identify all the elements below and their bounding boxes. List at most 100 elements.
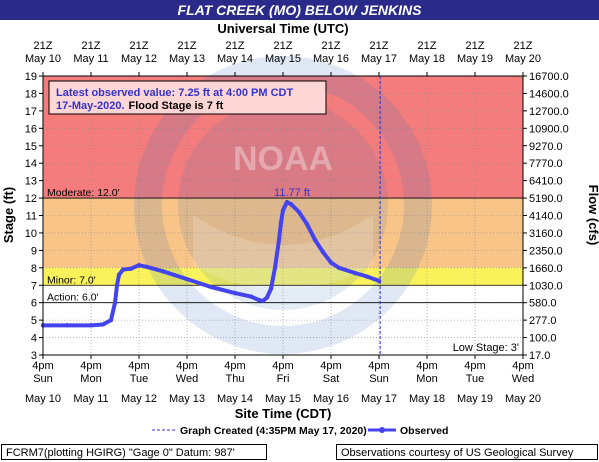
bottom-tick-time: 4pm <box>416 360 437 372</box>
right-tick-label: 277.0 <box>529 315 557 327</box>
left-tick-label: 9 <box>31 245 37 257</box>
noaa-watermark: NOAA <box>134 56 432 354</box>
observed-point <box>248 294 254 299</box>
bottom-tick-dow: Tue <box>466 373 485 385</box>
top-tick-day: May 12 <box>121 53 157 65</box>
observed-point <box>260 298 266 304</box>
bottom-tick-date: May 12 <box>121 393 157 405</box>
left-tick-label: 11 <box>26 211 37 223</box>
bottom-tick-dow: Tue <box>130 373 149 385</box>
bottom-tick-date: May 16 <box>313 393 349 405</box>
bottom-tick-date: May 14 <box>217 393 253 405</box>
right-tick-label: 1030.0 <box>529 280 563 292</box>
bottom-tick-date: May 13 <box>169 393 205 405</box>
right-tick-label: 10900.0 <box>529 123 569 135</box>
left-tick-label: 6 <box>31 298 37 310</box>
top-tick-hour: 21Z <box>514 40 533 52</box>
observed-point <box>114 283 120 288</box>
left-tick-label: 3 <box>31 350 37 362</box>
axes <box>39 72 527 359</box>
left-axis-title: Stage (ft) <box>1 187 16 243</box>
observed-point <box>112 300 118 305</box>
info-flood-stage: Flood Stage is 7 ft <box>129 100 224 112</box>
right-tick-label: 14600.0 <box>529 88 569 100</box>
top-tick-day: May 13 <box>169 53 205 65</box>
observed-series <box>40 76 382 355</box>
bottom-tick-dow: Wed <box>176 373 198 385</box>
bottom-axis-title: Site Time (CDT) <box>235 406 332 421</box>
observed-point <box>100 322 106 327</box>
annotations: Latest observed value: 7.25 ft at 4:00 P… <box>48 80 519 437</box>
top-tick-day: May 20 <box>505 53 541 65</box>
bottom-tick-time: 4pm <box>32 360 53 372</box>
observed-point <box>264 295 270 300</box>
top-tick-day: May 17 <box>361 53 397 65</box>
stage-label-moderate: Moderate: 12.0' <box>47 187 120 199</box>
seal-disc <box>178 100 388 310</box>
observed-point <box>304 222 310 227</box>
left-tick-label: 10 <box>25 228 37 240</box>
info-line2: 17-May-2020. Flood Stage is 7 ft <box>56 100 224 112</box>
right-tick-label: 1660.0 <box>529 263 563 275</box>
seal-lettering: NOAA <box>233 140 333 178</box>
observed-point <box>272 265 278 271</box>
observed-point <box>160 269 166 274</box>
bottom-tick-time: 4pm <box>224 360 245 372</box>
top-tick-day: May 10 <box>25 53 61 65</box>
top-tick-hour: 21Z <box>130 40 149 52</box>
left-tick-label: 5 <box>31 315 37 327</box>
right-tick-label: 6410.0 <box>529 176 563 188</box>
observed-point <box>320 249 326 255</box>
right-tick-label: 5190.0 <box>529 193 563 205</box>
left-tick-label: 12 <box>25 193 37 205</box>
top-axis-title: Universal Time (UTC) <box>217 21 348 36</box>
left-tick-label: 17 <box>25 106 37 118</box>
bottom-tick-date: May 11 <box>73 393 108 405</box>
left-tick-label: 19 <box>25 71 37 83</box>
bottom-tick-time: 4pm <box>80 360 101 372</box>
bottom-tick-dow: Fri <box>277 373 290 385</box>
observed-point <box>184 276 190 282</box>
legend-created-label: Graph Created (4:35PM May 17, 2020) <box>180 425 367 437</box>
top-tick-hour: 21Z <box>34 40 53 52</box>
left-tick-label: 8 <box>31 263 37 275</box>
left-tick-label: 13 <box>25 176 37 188</box>
right-tick-label: 580.0 <box>529 298 557 310</box>
observed-point <box>296 209 302 215</box>
info-line1: Latest observed value: 7.25 ft at 4:00 P… <box>56 87 293 99</box>
top-tick-hour: 21Z <box>274 40 293 52</box>
observed-point <box>120 267 126 272</box>
observed-point <box>288 201 294 207</box>
right-tick-label: 17.0 <box>529 350 550 362</box>
observed-point <box>278 220 284 225</box>
legend-observed-label: Observed <box>400 425 448 437</box>
source-footer: Observations courtesy of US Geological S… <box>336 444 598 460</box>
observed-point <box>328 260 334 265</box>
top-tick-day: May 15 <box>265 53 301 65</box>
observed-point <box>276 237 282 243</box>
stage-label-action: Action: 6.0' <box>47 292 99 304</box>
observed-point <box>88 323 94 328</box>
top-tick-day: May 16 <box>313 53 349 65</box>
bottom-tick-time: 4pm <box>368 360 389 372</box>
observed-point <box>128 266 134 271</box>
left-tick-label: 16 <box>25 123 37 135</box>
info-box <box>48 80 327 115</box>
low-stage-label: Low Stage: 3' <box>453 342 519 354</box>
bottom-tick-date: May 15 <box>265 393 301 405</box>
bottom-tick-date: May 19 <box>457 393 493 405</box>
right-tick-label: 9270.0 <box>529 141 563 153</box>
right-tick-label: 12700.0 <box>529 106 569 118</box>
legend-observed-marker <box>379 427 385 433</box>
bottom-tick-time: 4pm <box>320 360 341 372</box>
bottom-tick-date: May 20 <box>505 393 541 405</box>
right-tick-label: 100.0 <box>529 333 557 345</box>
observed-point <box>256 297 262 303</box>
left-tick-label: 14 <box>25 158 37 170</box>
hydrograph-chart: NOAA Moderate: 12.0' Minor: 7.0' Action: 6… <box>1 21 599 437</box>
observed-point <box>136 262 142 268</box>
chart-title: FLAT CREEK (MO) BELOW JENKINS <box>0 0 599 20</box>
observed-point <box>312 237 318 243</box>
bottom-tick-date: May 17 <box>361 393 397 405</box>
